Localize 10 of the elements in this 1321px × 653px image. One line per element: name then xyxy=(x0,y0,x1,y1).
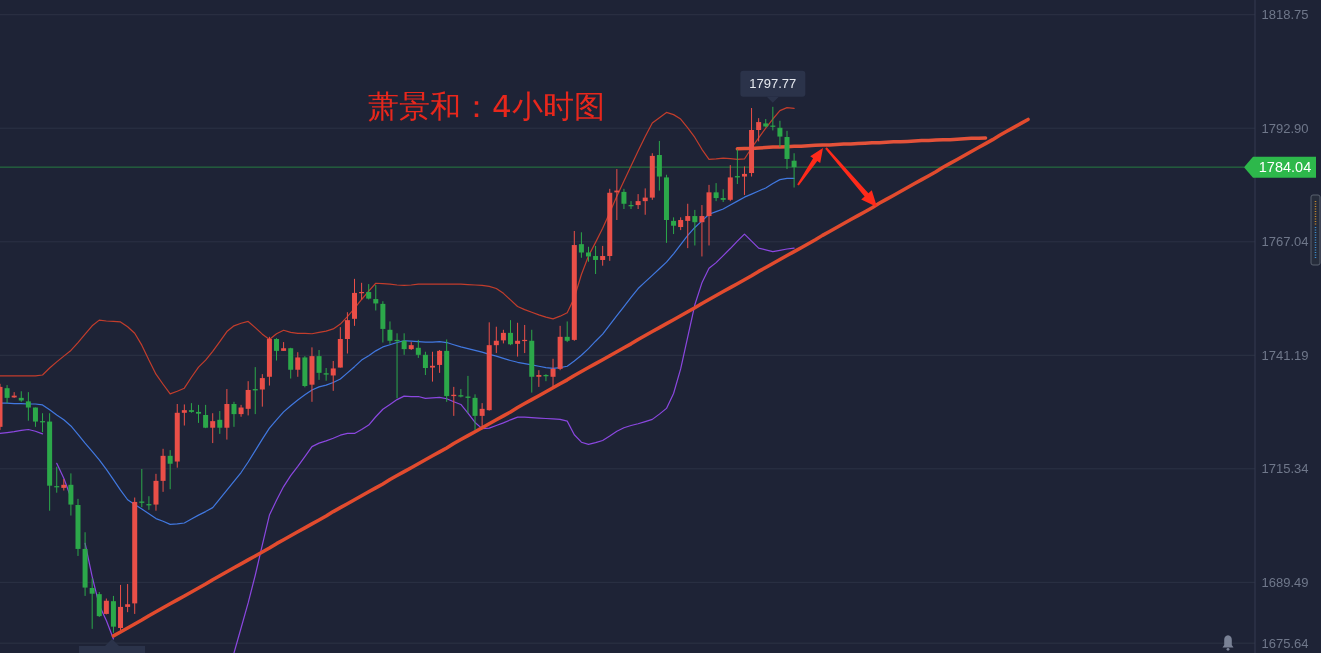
annotation: 1797.77 xyxy=(749,76,797,92)
y-tick-label: 1689.49 xyxy=(1261,574,1309,590)
y-tick-label: 1792.90 xyxy=(1261,120,1309,136)
ref-line-label: 1784.04 xyxy=(1258,159,1312,176)
text: 萧景和：4小时图 xyxy=(368,88,605,124)
y-tick-label: 1767.04 xyxy=(1261,234,1309,250)
y-tick-label: 1818.75 xyxy=(1261,7,1309,23)
y-tick-label: 1715.34 xyxy=(1261,461,1309,477)
y-tick-label: 1741.19 xyxy=(1261,347,1309,363)
y-tick-label: 1675.64 xyxy=(1261,635,1309,651)
